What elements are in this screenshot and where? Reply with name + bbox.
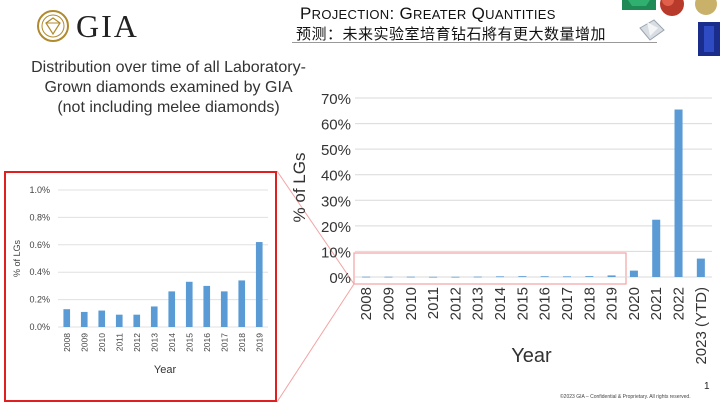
slide-title-chinese: 预测：未来实验室培育钻石將有更大数量增加 [296,26,607,43]
x-tick-label: 2019 [604,287,621,320]
bar [238,280,246,327]
title-part: ROJECTION [311,7,390,22]
y-tick-label: 0.8% [29,212,50,222]
y-tick-label: 0% [329,270,351,287]
x-tick-label: 2013 [470,287,487,320]
x-tick-label: 2022 [671,287,688,320]
x-tick-label: 2013 [149,333,159,352]
x-tick-label: 2021 [648,287,665,320]
gia-logo-text: GIA [76,8,139,44]
slide-title-english: PROJECTION: GREATER QUANTITIES [300,4,556,24]
y-tick-label: 0.6% [29,240,50,250]
bar [518,276,527,277]
x-tick-label: 2017 [559,287,576,320]
copyright-footer: ©2023 GIA – Confidential & Proprietary. … [560,394,691,400]
y-tick-label: 50% [321,142,351,159]
x-tick-label: 2010 [403,287,420,320]
y-tick-label: 60% [321,117,351,134]
bar [696,258,705,277]
bar [607,275,616,277]
gemstones-decoration [620,0,720,60]
bar [384,276,393,278]
y-axis-label: % of LGs [290,153,309,223]
x-tick-label: 2008 [358,287,375,320]
x-tick-label: 2012 [132,333,142,352]
bar [63,309,71,327]
y-tick-label: 30% [321,193,351,210]
y-tick-label: 0.0% [29,322,50,332]
bar [168,291,176,327]
bar [115,314,123,327]
bar [220,291,228,327]
title-divider [292,42,657,43]
bar [150,306,158,327]
bar [562,276,571,278]
bar [473,276,482,278]
y-tick-label: 0.4% [29,267,50,277]
inset-chart-frame: 0.0% 0.2% 0.4% 0.6% 0.8% 1.0% 2008 2009 2010 2011… [4,171,277,402]
bar [629,270,638,277]
bar [203,285,211,327]
chart-subtitle: Distribution over time of all Laboratory… [6,58,331,118]
title-part: Q [466,4,486,23]
x-tick-label: 2009 [79,333,89,352]
title-part: P [300,4,312,23]
y-tick-label: 20% [321,219,351,236]
gia-seal-icon [36,9,70,43]
bar [540,276,549,278]
bar [429,276,438,278]
title-part: REATER [413,7,467,22]
bar [80,311,88,327]
x-tick-label: 2009 [380,287,397,320]
x-tick-label: 2008 [62,333,72,352]
x-tick-label: 2016 [537,287,554,320]
page-number: 1 [704,381,710,392]
x-tick-label: 2023 (YTD) [693,287,710,365]
bar [185,281,193,327]
x-tick-label: 2011 [114,333,124,352]
x-tick-label: 2016 [202,333,212,352]
bar [406,276,415,278]
y-axis-label: % of LGs [12,239,22,277]
x-tick-label: 2019 [254,333,264,352]
bar [98,310,106,327]
x-axis-label: Year [154,364,177,376]
bar [585,276,594,277]
x-tick-label: 2018 [581,287,598,320]
x-tick-label: 2010 [97,333,107,352]
inset-bar-chart: 0.0% 0.2% 0.4% 0.6% 0.8% 1.0% 2008 2009 2010 2011… [12,185,268,376]
x-tick-label: 2011 [425,287,442,319]
bar [496,276,505,278]
x-tick-label: 2015 [184,333,194,352]
subtitle-line: Distribution over time of all Laboratory… [31,59,306,76]
x-tick-label: 2014 [167,333,177,352]
bar [674,109,683,277]
x-axis-label: Year [511,345,552,367]
subtitle-line: Grown diamonds examined by GIA [44,79,293,96]
bar [362,276,371,278]
title-part: : G [389,4,414,23]
y-tick-label: 10% [321,244,351,261]
x-tick-label: 2012 [447,287,464,320]
y-tick-label: 40% [321,168,351,185]
title-part: UANTITIES [485,7,556,22]
y-tick-label: 70% [321,91,351,108]
bar [255,242,263,327]
x-tick-label: 2020 [626,287,643,320]
subtitle-line: (not including melee diamonds) [57,99,280,116]
bar [451,276,460,278]
x-tick-label: 2018 [237,333,247,352]
x-tick-label: 2015 [514,287,531,320]
bar [652,219,661,277]
bar [133,314,141,327]
x-tick-label: 2017 [219,333,229,352]
y-tick-label: 1.0% [29,185,50,195]
x-tick-label: 2014 [492,287,509,320]
y-tick-label: 0.2% [29,295,50,305]
